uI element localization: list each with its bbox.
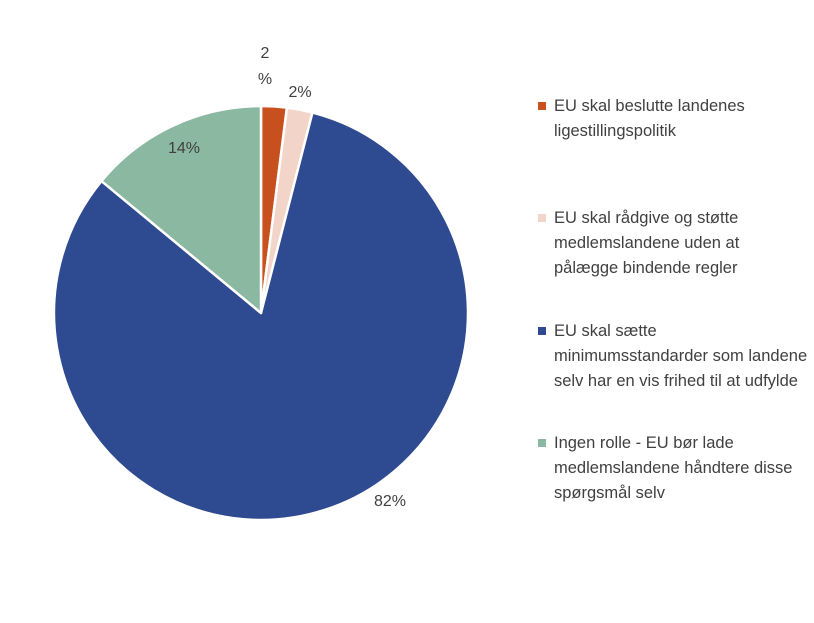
data-label-2: 2% <box>288 84 311 101</box>
legend-swatch <box>538 439 546 447</box>
data-label-4: 14% <box>168 140 200 157</box>
legend-label: EU skal beslutte landenes ligestillingsp… <box>554 97 745 140</box>
pie-slice-3 <box>52 111 470 522</box>
legend-label: Ingen rolle - EU bør lade medlemslandene… <box>554 434 793 502</box>
data-label-1: 2% <box>258 45 272 88</box>
legend-label: EU skal sætte minimumsstandarder som lan… <box>554 322 808 390</box>
pie-slice-4 <box>100 104 263 315</box>
legend-swatch <box>538 214 546 222</box>
pie-slices <box>52 104 470 522</box>
legend-label: EU skal rådgive og støtte medlemslandene… <box>554 209 740 277</box>
legend-swatch <box>538 327 546 335</box>
legend-swatch <box>538 102 546 110</box>
pie-data-labels: 2 % 2% 82% 14% <box>168 45 406 510</box>
data-label-3: 82% <box>374 493 406 510</box>
